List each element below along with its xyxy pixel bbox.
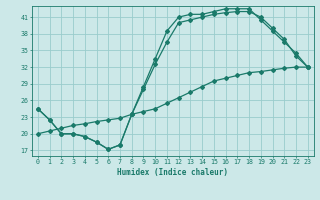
X-axis label: Humidex (Indice chaleur): Humidex (Indice chaleur) [117,168,228,177]
